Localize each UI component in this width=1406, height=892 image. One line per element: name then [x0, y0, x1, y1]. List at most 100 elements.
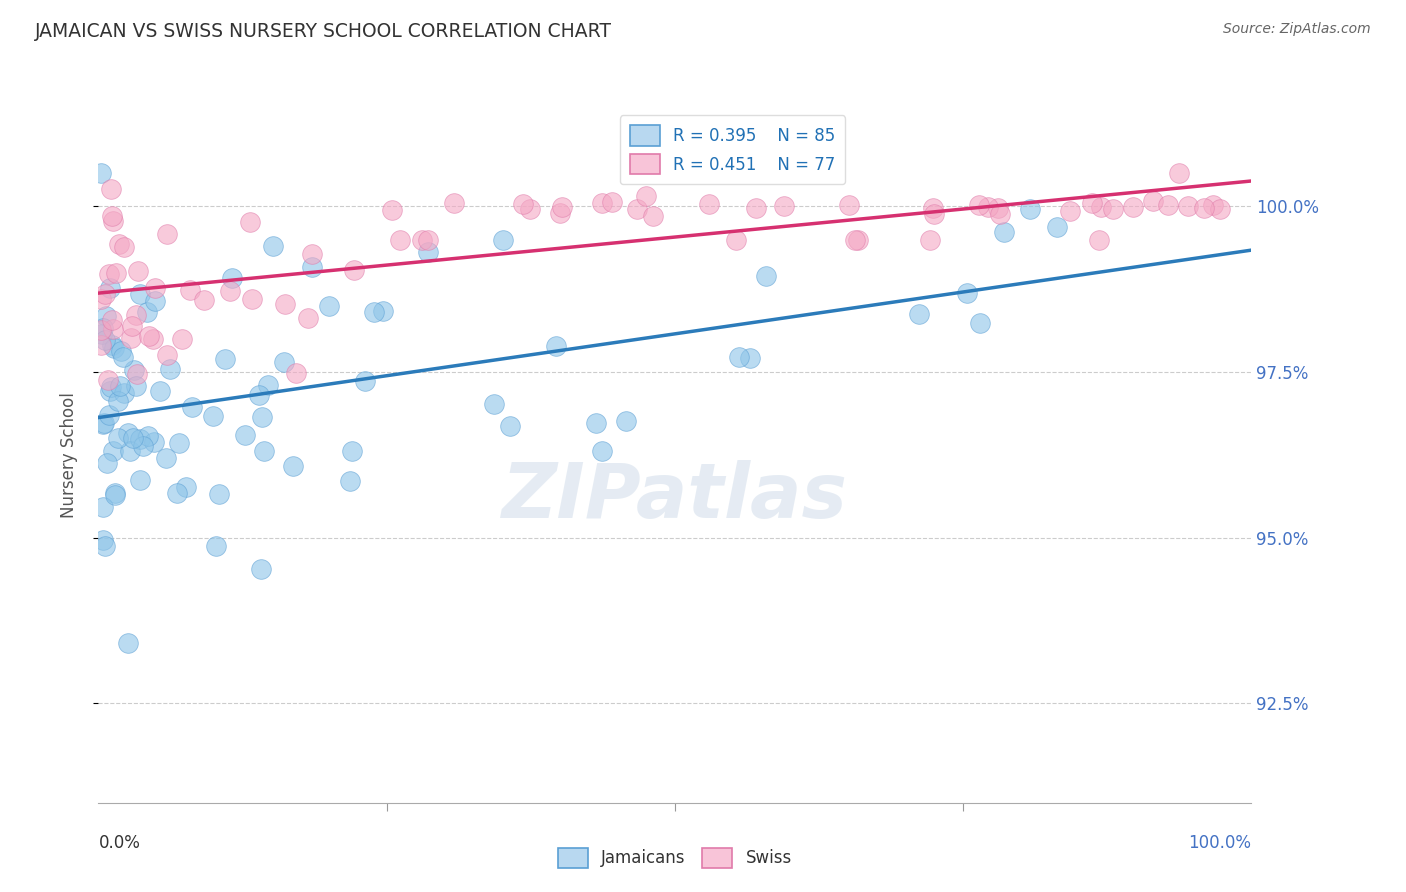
Point [1192, 201, 1215, 215]
Point [174, 480, 197, 494]
Point [98, 281, 121, 295]
Point [90, 323, 112, 337]
Point [585, 416, 607, 430]
Point [993, 226, 1015, 240]
Point [120, 331, 142, 345]
Point [166, 485, 188, 500]
Point [318, 299, 340, 313]
Point [138, 429, 160, 443]
Point [969, 316, 991, 330]
Point [159, 362, 181, 376]
Point [301, 260, 323, 274]
Point [104, 488, 127, 502]
Point [908, 308, 931, 322]
Point [208, 486, 231, 500]
Point [127, 263, 149, 277]
Point [1081, 196, 1104, 211]
Point [90, 327, 112, 342]
Point [107, 393, 129, 408]
Point [1046, 220, 1069, 235]
Point [1177, 199, 1199, 213]
Point [1090, 200, 1112, 214]
Point [221, 271, 243, 285]
Point [342, 444, 364, 458]
Point [97, 409, 120, 423]
Point [988, 206, 1011, 220]
Point [108, 236, 131, 251]
Point [142, 332, 165, 346]
Point [110, 344, 132, 359]
Point [512, 196, 534, 211]
Point [482, 397, 505, 411]
Point [643, 210, 665, 224]
Point [205, 539, 228, 553]
Point [235, 427, 257, 442]
Point [274, 296, 297, 310]
Point [156, 227, 179, 242]
Point [1168, 166, 1191, 180]
Point [239, 215, 262, 229]
Point [634, 189, 657, 203]
Point [987, 201, 1010, 215]
Point [301, 247, 323, 261]
Point [90, 166, 112, 180]
Point [138, 329, 160, 343]
Point [117, 636, 139, 650]
Legend: Jamaicans, Swiss: Jamaicans, Swiss [551, 841, 799, 875]
Point [626, 202, 648, 216]
Point [100, 182, 122, 196]
Point [343, 263, 366, 277]
Point [181, 400, 204, 414]
Point [129, 474, 152, 488]
Point [844, 233, 866, 247]
Point [418, 233, 440, 247]
Point [155, 451, 177, 466]
Point [381, 203, 404, 218]
Point [1122, 200, 1144, 214]
Point [167, 436, 190, 450]
Text: JAMAICAN VS SWISS NURSERY SCHOOL CORRELATION CHART: JAMAICAN VS SWISS NURSERY SCHOOL CORRELA… [35, 22, 612, 41]
Point [846, 233, 869, 247]
Text: ZIPatlas: ZIPatlas [502, 459, 848, 533]
Point [281, 459, 304, 474]
Point [240, 292, 263, 306]
Point [90, 338, 112, 352]
Point [143, 293, 166, 308]
Point [1059, 203, 1081, 218]
Point [755, 269, 778, 284]
Point [1102, 202, 1125, 217]
Point [91, 500, 114, 515]
Point [591, 444, 613, 458]
Point [922, 207, 945, 221]
Point [149, 384, 172, 398]
Point [363, 305, 385, 319]
Point [1202, 198, 1225, 212]
Text: 100.0%: 100.0% [1188, 834, 1251, 852]
Point [107, 431, 129, 445]
Point [697, 197, 720, 211]
Point [253, 444, 276, 458]
Point [728, 350, 751, 364]
Point [143, 435, 166, 450]
Point [122, 431, 145, 445]
Point [98, 384, 121, 399]
Text: Source: ZipAtlas.com: Source: ZipAtlas.com [1223, 22, 1371, 37]
Point [491, 234, 513, 248]
Point [1088, 233, 1111, 247]
Point [93, 416, 115, 430]
Point [823, 166, 845, 180]
Point [262, 239, 284, 253]
Point [745, 201, 768, 215]
Point [740, 351, 762, 366]
Legend: R = 0.395    N = 85, R = 0.451    N = 77: R = 0.395 N = 85, R = 0.451 N = 77 [620, 115, 845, 185]
Point [297, 311, 319, 326]
Point [285, 366, 308, 380]
Point [120, 443, 142, 458]
Point [838, 198, 860, 212]
Point [96, 456, 118, 470]
Point [101, 313, 124, 327]
Point [616, 414, 638, 428]
Point [354, 374, 377, 388]
Point [600, 195, 623, 210]
Point [273, 355, 295, 369]
